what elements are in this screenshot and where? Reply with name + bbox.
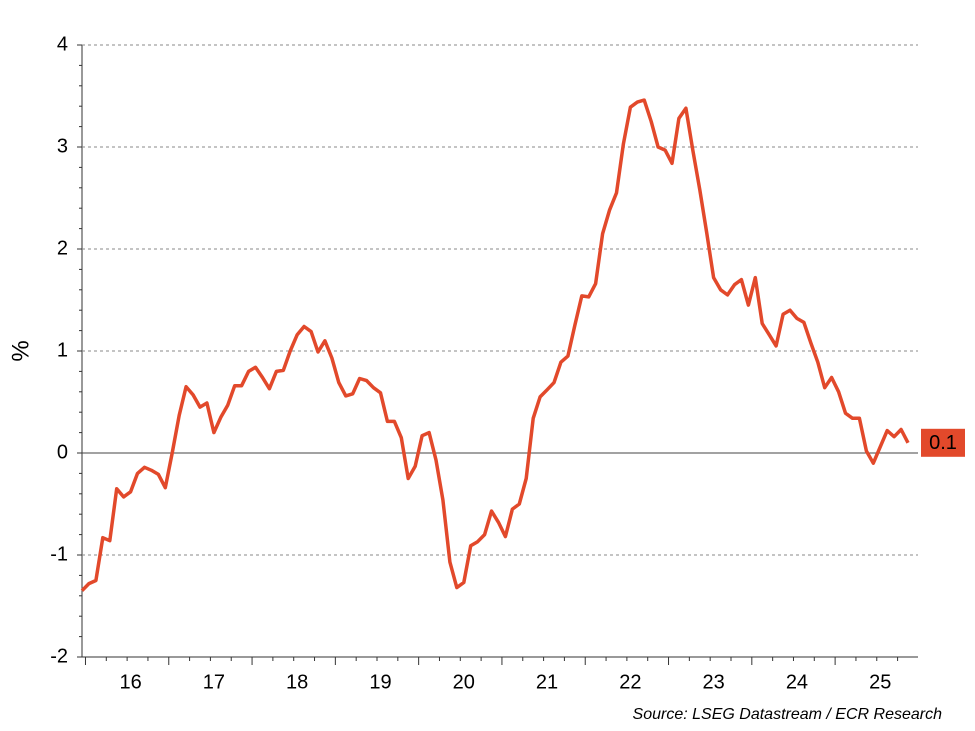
x-tick-label: 17 bbox=[203, 671, 225, 693]
x-tick-label: 25 bbox=[869, 671, 891, 693]
x-tick-label: 22 bbox=[619, 671, 641, 693]
y-axis-label: % bbox=[7, 340, 34, 361]
x-tick-label: 18 bbox=[286, 671, 308, 693]
x-tick-label: 21 bbox=[536, 671, 558, 693]
x-tick-label: 20 bbox=[453, 671, 475, 693]
end-value-box bbox=[921, 428, 965, 457]
y-tick-label: -2 bbox=[50, 645, 68, 667]
x-tick-label: 24 bbox=[786, 671, 808, 693]
x-tick-label: 16 bbox=[119, 671, 141, 693]
end-value-label: 0.1 bbox=[929, 432, 957, 454]
data-line bbox=[80, 98, 910, 592]
x-tick-label: 19 bbox=[369, 671, 391, 693]
x-tick-label: 23 bbox=[703, 671, 725, 693]
y-tick-label: 4 bbox=[57, 33, 68, 55]
source-note: Source: LSEG Datastream / ECR Research bbox=[633, 706, 943, 723]
y-tick-label: 2 bbox=[57, 237, 68, 259]
y-tick-label: 1 bbox=[57, 339, 68, 361]
y-tick-label: -1 bbox=[50, 543, 68, 565]
y-tick-label: 0 bbox=[57, 441, 68, 463]
y-tick-label: 3 bbox=[57, 135, 68, 157]
